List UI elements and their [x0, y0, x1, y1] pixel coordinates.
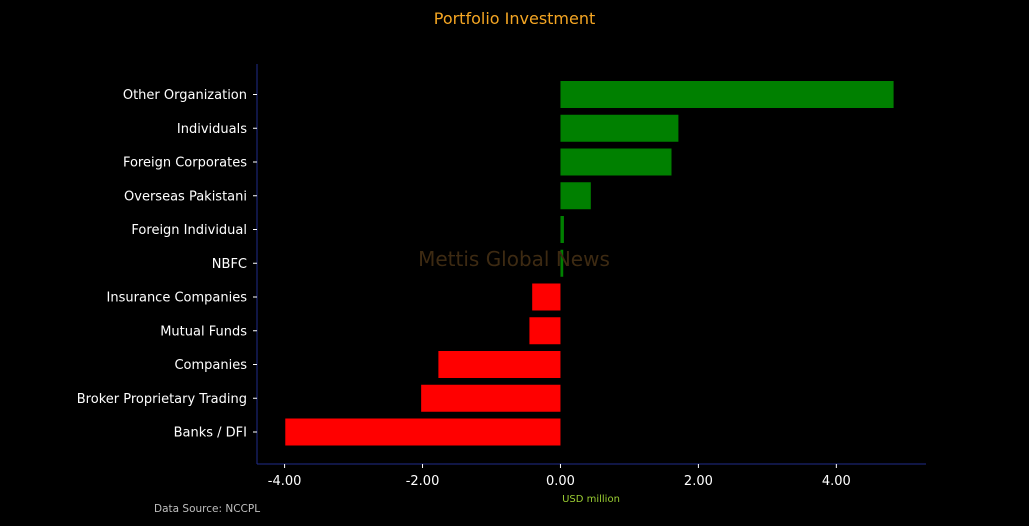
bar	[529, 317, 561, 345]
source-note: Data Source: NCCPL	[154, 503, 260, 515]
y-tick-label: NBFC	[212, 257, 247, 272]
bar	[532, 283, 561, 311]
y-tick-label: Overseas Pakistani	[124, 189, 247, 204]
bar	[560, 249, 564, 277]
bar	[560, 148, 672, 176]
x-tick-label: -2.00	[406, 474, 440, 489]
x-axis-label: USD million	[562, 494, 620, 505]
y-tick-label: Banks / DFI	[174, 426, 247, 441]
y-tick-label: Broker Proprietary Trading	[77, 392, 247, 407]
bar	[560, 114, 679, 142]
bar	[560, 216, 564, 243]
y-tick-label: Foreign Individual	[131, 223, 247, 238]
y-tick-layer: Other Organization Individuals Foreign Cor…	[77, 88, 257, 441]
bar	[438, 351, 561, 378]
bar	[560, 182, 591, 210]
y-tick-label: Insurance Companies	[107, 291, 248, 306]
watermark: Mettis Global News	[418, 247, 610, 271]
y-tick-label: Foreign Corporates	[123, 156, 247, 171]
bar	[421, 384, 561, 412]
x-tick-label: -4.00	[268, 474, 302, 489]
bar	[285, 418, 561, 446]
y-tick-label: Other Organization	[123, 88, 247, 103]
x-tick-layer: -4.00 -2.00 0.00 2.00 4.00	[268, 464, 851, 489]
x-tick-label: 4.00	[822, 474, 851, 489]
bar	[560, 81, 894, 108]
x-tick-label: 2.00	[684, 474, 713, 489]
bars-layer	[285, 81, 894, 446]
y-tick-label: Mutual Funds	[160, 324, 247, 339]
x-tick-label: 0.00	[546, 474, 575, 489]
y-tick-label: Individuals	[177, 122, 247, 137]
chart-title: Portfolio Investment	[434, 9, 596, 28]
y-tick-label: Companies	[174, 358, 247, 373]
